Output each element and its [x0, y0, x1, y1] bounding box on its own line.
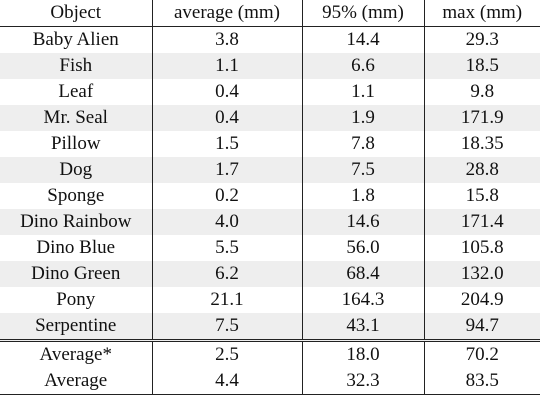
- table-row: Mr. Seal 0.4 1.9 171.9: [0, 105, 540, 131]
- table-row: Pillow 1.5 7.8 18.35: [0, 131, 540, 157]
- cell-object: Leaf: [58, 81, 94, 102]
- cell-max: 83.5: [423, 368, 540, 395]
- cell-95-percent: 14.4: [301, 26, 424, 53]
- cell-max: 9.8: [423, 79, 540, 105]
- cell-95-percent: 7.8: [301, 131, 424, 157]
- cell-object: Sponge: [47, 185, 105, 206]
- cell-max: 18.5: [423, 53, 540, 79]
- cell-max: 132.0: [423, 261, 540, 287]
- cell-95-percent: 1.9: [301, 105, 424, 131]
- cell-95-percent: 1.1: [301, 79, 424, 105]
- summary-row: Average 4.4 32.3 83.5: [0, 368, 540, 395]
- cell-max: 171.9: [423, 105, 540, 131]
- table-row: Dog 1.7 7.5 28.8: [0, 157, 540, 183]
- cell-average: 0.4: [151, 105, 302, 131]
- cell-max: 28.8: [423, 157, 540, 183]
- cell-average: 21.1: [151, 287, 302, 313]
- cell-object: Dog: [0, 157, 152, 183]
- cell-object: Dino Blue: [36, 237, 116, 258]
- header-max: max (mm): [423, 0, 540, 27]
- table-row: Pony 21.1 164.3 204.9: [0, 287, 540, 313]
- cell-average: 7.5: [151, 313, 302, 341]
- cell-object: Serpentine: [0, 313, 152, 341]
- cell-95-percent: 43.1: [301, 313, 424, 341]
- cell-object: Dino Rainbow: [0, 209, 152, 235]
- table-row: Dino Green 6.2 68.4 132.0: [0, 261, 540, 287]
- cell-95-percent: 7.5: [301, 157, 424, 183]
- cell-95-percent: 32.3: [301, 368, 424, 395]
- cell-max: 171.4: [423, 209, 540, 235]
- table-row: Fish 1.1 6.6 18.5: [0, 53, 540, 79]
- cell-object: Average: [0, 368, 152, 395]
- cell-max: 105.8: [423, 235, 540, 261]
- cell-average: 1.1: [151, 53, 302, 79]
- cell-object: Pillow: [50, 133, 101, 154]
- cell-average: 4.0: [151, 209, 302, 235]
- cell-object: Pony: [56, 289, 96, 310]
- table-row: Dino Rainbow 4.0 14.6 171.4: [0, 209, 540, 235]
- table-row: Leaf 0.4 1.1 9.8: [0, 79, 540, 105]
- cell-average: 0.2: [151, 183, 302, 209]
- header-object: Object: [0, 0, 152, 27]
- cell-95-percent: 18.0: [301, 339, 424, 368]
- cell-95-percent: 14.6: [301, 209, 424, 235]
- cell-average: 5.5: [151, 235, 302, 261]
- cell-average: 2.5: [151, 339, 302, 368]
- cell-object: Dino Green: [0, 261, 152, 287]
- cell-max: 29.3: [423, 26, 540, 53]
- cell-object: Fish: [0, 53, 152, 79]
- header-average: average (mm): [151, 0, 302, 27]
- cell-95-percent: 68.4: [301, 261, 424, 287]
- table-row: Dino Blue 5.5 56.0 105.8: [0, 235, 540, 261]
- cell-95-percent: 1.8: [301, 183, 424, 209]
- cell-max: 70.2: [423, 339, 540, 368]
- cell-object: Baby Alien: [32, 29, 119, 50]
- cell-average: 0.4: [151, 79, 302, 105]
- cell-average: 3.8: [151, 26, 302, 53]
- cell-average: 1.5: [151, 131, 302, 157]
- cell-average: 6.2: [151, 261, 302, 287]
- cell-object: Average*: [0, 339, 152, 368]
- cell-max: 94.7: [423, 313, 540, 341]
- cell-object: Mr. Seal: [0, 105, 152, 131]
- cell-max: 18.35: [423, 131, 540, 157]
- summary-row: Average* 2.5 18.0 70.2: [0, 339, 540, 368]
- cell-max: 204.9: [423, 287, 540, 313]
- cell-average: 1.7: [151, 157, 302, 183]
- cell-95-percent: 164.3: [301, 287, 424, 313]
- cell-95-percent: 6.6: [301, 53, 424, 79]
- cell-average: 4.4: [151, 368, 302, 395]
- cell-95-percent: 56.0: [301, 235, 424, 261]
- header-95-percent: 95% (mm): [301, 0, 424, 27]
- table-row: Sponge 0.2 1.8 15.8: [0, 183, 540, 209]
- table-row: Baby Alien 3.8 14.4 29.3: [0, 26, 540, 53]
- table-header-row: Object average (mm) 95% (mm) max (mm): [0, 0, 540, 27]
- cell-max: 15.8: [423, 183, 540, 209]
- table-row: Serpentine 7.5 43.1 94.7: [0, 313, 540, 341]
